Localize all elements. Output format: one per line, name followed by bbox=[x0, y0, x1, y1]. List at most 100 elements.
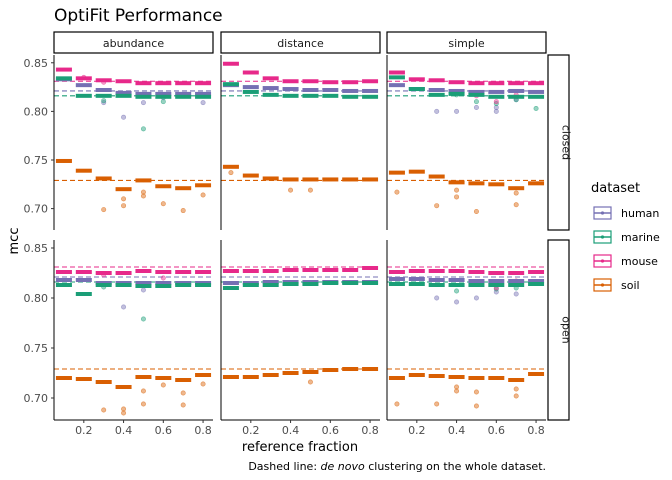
panel-background bbox=[221, 240, 380, 420]
point-mouse bbox=[514, 271, 518, 275]
outlier-point-soil bbox=[394, 189, 400, 195]
chart-caption: Dashed line: de novo clustering on the w… bbox=[248, 460, 546, 473]
point-marine bbox=[328, 94, 333, 98]
point-soil bbox=[308, 177, 313, 182]
point-mouse bbox=[395, 270, 399, 274]
point-marine bbox=[348, 281, 352, 285]
point-soil bbox=[249, 375, 253, 379]
outlier-point-marine bbox=[140, 316, 146, 322]
point-soil bbox=[82, 377, 86, 381]
point-marine bbox=[201, 95, 205, 99]
point-marine bbox=[434, 283, 439, 287]
outlier-point-soil bbox=[307, 187, 313, 193]
legend-item-human: human bbox=[593, 206, 659, 220]
outlier-point-human bbox=[434, 295, 440, 301]
chart-title: OptiFit Performance bbox=[54, 6, 223, 26]
point-soil bbox=[454, 180, 459, 185]
point-soil bbox=[141, 375, 146, 379]
point-marine bbox=[82, 94, 86, 98]
point-mouse bbox=[308, 79, 313, 83]
point-mouse bbox=[454, 269, 459, 273]
y-tick-label: 0.80 bbox=[24, 105, 49, 118]
point-marine bbox=[415, 282, 419, 286]
point-human bbox=[82, 278, 86, 282]
caption-italic: de novo bbox=[321, 460, 365, 473]
point-human bbox=[161, 281, 166, 285]
point-mouse bbox=[181, 81, 185, 85]
outlier-point-human bbox=[493, 105, 499, 111]
point-human bbox=[434, 88, 439, 92]
legend-item-mouse: mouse bbox=[593, 254, 658, 268]
outlier-point-soil bbox=[140, 388, 146, 394]
point-soil bbox=[434, 374, 439, 378]
legend-key-dot-marine bbox=[600, 235, 605, 239]
point-marine bbox=[288, 282, 293, 286]
point-human bbox=[514, 279, 518, 283]
point-soil bbox=[62, 159, 66, 163]
legend-label-mouse: mouse bbox=[621, 255, 658, 268]
point-mouse bbox=[62, 67, 66, 72]
point-soil bbox=[181, 186, 185, 190]
point-marine bbox=[121, 283, 126, 287]
outlier-point-soil bbox=[434, 401, 440, 407]
point-soil bbox=[121, 385, 126, 389]
point-human bbox=[268, 86, 273, 90]
x-tick-label: 0.4 bbox=[115, 424, 133, 437]
strip-label-open: open bbox=[560, 316, 573, 343]
outlier-point-human bbox=[454, 299, 460, 305]
point-mouse bbox=[288, 79, 293, 83]
point-marine bbox=[395, 282, 399, 286]
outlier-point-human bbox=[200, 100, 206, 106]
point-human bbox=[101, 88, 106, 92]
outlier-point-human bbox=[121, 304, 127, 310]
point-marine bbox=[249, 283, 253, 287]
outlier-point-soil bbox=[180, 208, 186, 214]
point-soil bbox=[348, 177, 352, 182]
point-human bbox=[249, 85, 253, 89]
point-soil bbox=[161, 184, 166, 188]
outlier-point-human bbox=[493, 108, 499, 114]
point-soil bbox=[328, 368, 333, 372]
point-human bbox=[82, 83, 86, 87]
point-marine bbox=[288, 94, 293, 98]
panel-closed-simple bbox=[386, 55, 546, 230]
point-human bbox=[288, 87, 293, 91]
outlier-point-soil bbox=[140, 401, 146, 407]
outlier-point-soil bbox=[101, 407, 107, 413]
outlier-point-marine bbox=[533, 105, 539, 111]
point-soil bbox=[249, 173, 253, 178]
point-marine bbox=[229, 286, 233, 290]
point-marine bbox=[141, 284, 146, 288]
outlier-point-human bbox=[473, 295, 479, 301]
point-soil bbox=[229, 375, 233, 379]
outlier-point-soil bbox=[160, 382, 166, 388]
y-axis-title: mcc bbox=[7, 228, 22, 255]
x-tick-label: 0.6 bbox=[488, 424, 506, 437]
legend-item-soil: soil bbox=[593, 278, 640, 292]
point-human bbox=[415, 277, 419, 281]
point-mouse bbox=[181, 270, 185, 274]
point-human bbox=[534, 90, 538, 94]
point-marine bbox=[308, 282, 313, 286]
legend: dataset human marine mouse soil bbox=[591, 181, 660, 292]
point-mouse bbox=[368, 79, 372, 83]
point-human bbox=[268, 280, 273, 284]
outlier-point-soil bbox=[288, 187, 294, 193]
outlier-point-soil bbox=[140, 189, 146, 195]
point-marine bbox=[121, 94, 126, 98]
outlier-point-soil bbox=[307, 379, 313, 385]
point-human bbox=[161, 92, 166, 96]
point-mouse bbox=[121, 79, 126, 83]
point-soil bbox=[268, 176, 273, 181]
legend-key-dot-human bbox=[600, 211, 605, 215]
point-mouse bbox=[474, 81, 479, 85]
outlier-point-marine bbox=[160, 99, 166, 105]
outlier-point-soil bbox=[200, 192, 206, 198]
outlier-point-soil bbox=[121, 410, 127, 416]
point-human bbox=[348, 89, 352, 93]
x-tick-label: 0.6 bbox=[155, 424, 173, 437]
y-tick-label: 0.85 bbox=[24, 242, 49, 255]
point-marine bbox=[474, 283, 479, 287]
point-soil bbox=[161, 376, 166, 380]
x-tick-label: 0.6 bbox=[322, 424, 340, 437]
